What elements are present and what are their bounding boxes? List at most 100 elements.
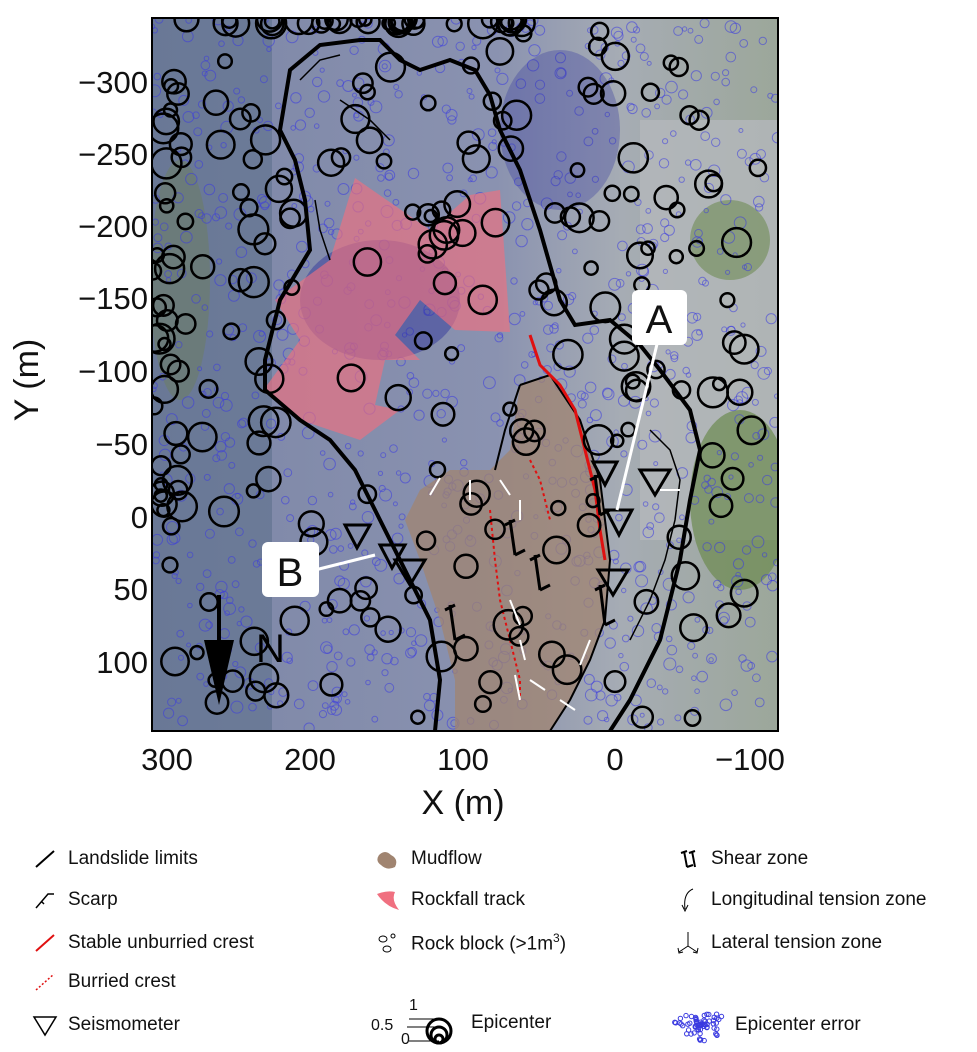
epicenter-error-marker: [203, 681, 209, 687]
epicenter-error-marker: [549, 324, 559, 334]
epicenter-error-marker: [206, 330, 214, 338]
epicenter-error-marker: [468, 93, 475, 100]
epicenter-error-marker: [337, 545, 345, 552]
epicenter-error-marker: [488, 141, 498, 151]
epicenter-error-marker: [678, 176, 685, 183]
epicenter-error-marker: [711, 137, 721, 148]
epicenter-error-marker: [694, 228, 703, 238]
epicenter-error-marker: [407, 646, 418, 657]
epicenter-marker: [512, 605, 534, 627]
epicenter-error-marker: [442, 162, 454, 174]
epicenter-error-marker: [180, 230, 193, 244]
epicenter-marker: [168, 131, 193, 157]
epicenter-marker: [237, 265, 270, 299]
epicenter-error-legend-marker: [697, 1030, 703, 1037]
epicenter-error-legend-marker: [680, 1023, 686, 1029]
epicenter-error-marker: [754, 697, 765, 708]
epicenter-marker: [231, 183, 251, 202]
epicenter-marker: [688, 109, 710, 131]
epicenter-error-marker: [740, 322, 746, 328]
epicenter-error-marker: [591, 175, 600, 183]
epicenter-error-marker: [303, 722, 315, 731]
epicenter-error-marker: [773, 558, 778, 567]
epicenter-error-marker: [582, 332, 594, 344]
epicenter-error-legend-marker: [691, 1030, 697, 1036]
epicenter-error-marker: [152, 551, 161, 559]
epicenter-error-marker: [369, 100, 383, 114]
epicenter-error-legend-marker: [684, 1031, 690, 1037]
svg-text:B: B: [277, 551, 304, 595]
epicenter-error-marker: [393, 84, 400, 90]
epicenter-marker: [748, 158, 768, 178]
epicenter-marker: [315, 18, 334, 30]
epicenter-error-marker: [392, 198, 400, 206]
svg-text:−50: −50: [95, 427, 148, 462]
epicenter-error-marker: [749, 152, 762, 165]
epicenter-error-marker: [757, 428, 770, 441]
epicenter-error-marker: [178, 654, 184, 661]
epicenter-marker: [254, 363, 285, 395]
epicenter-marker: [419, 94, 437, 112]
epicenter-error-marker: [152, 533, 164, 546]
epicenter-error-marker: [714, 541, 726, 554]
epicenter-marker: [212, 18, 239, 37]
epicenter-error-marker: [519, 311, 526, 317]
legend-mudflow: Mudflow: [365, 844, 482, 874]
epicenter-error-marker: [167, 697, 177, 707]
epicenter-marker: [603, 184, 622, 203]
epicenter-error-marker: [751, 398, 759, 406]
epicenter-marker: [430, 401, 456, 427]
epicenter-error-marker: [234, 666, 247, 679]
epicenter-marker: [161, 464, 194, 497]
epicenter-error-marker: [346, 657, 356, 667]
epicenter-error-marker: [201, 408, 211, 418]
epicenter-marker: [189, 644, 205, 661]
epicenter-error-marker: [175, 341, 183, 349]
epicenter-error-marker: [534, 93, 546, 104]
epicenter-error-marker: [717, 611, 730, 624]
epicenter-marker: [528, 279, 550, 301]
epicenter-error-marker: [408, 377, 420, 389]
epicenter-error-legend-marker: [711, 1014, 717, 1021]
epicenter-error-marker: [554, 67, 567, 80]
epicenter-error-marker: [152, 386, 157, 393]
epicenter-error-marker: [583, 136, 594, 147]
epicenter-error-marker: [747, 661, 756, 670]
epicenter-marker: [228, 107, 252, 131]
epicenter-error-marker: [211, 213, 221, 222]
epicenter-error-marker: [543, 324, 554, 335]
epicenter-marker: [152, 455, 172, 477]
epicenter-marker: [205, 129, 236, 160]
epicenter-marker: [625, 241, 655, 270]
svg-text:−100: −100: [78, 354, 148, 389]
epicenter-error-legend-marker: [704, 1011, 710, 1018]
epicenter-error-marker: [447, 115, 457, 125]
epicenter-marker: [552, 338, 584, 371]
epicenter-error-marker: [311, 26, 320, 34]
epicenter-error-marker: [743, 493, 754, 504]
epicenter-marker: [355, 126, 384, 155]
epicenter-marker: [374, 51, 407, 83]
epicenter-error-marker: [735, 391, 749, 404]
epicenter-error-marker: [751, 535, 765, 549]
epicenter-error-marker: [662, 138, 669, 145]
epicenter-marker: [170, 444, 191, 465]
epicenter-error-marker: [152, 84, 162, 98]
epicenter-marker: [153, 252, 186, 285]
epicenter-error-marker: [374, 559, 388, 572]
epicenter-marker: [563, 202, 595, 234]
epicenter-error-marker: [235, 246, 248, 258]
epicenter-error-marker: [469, 174, 478, 183]
epicenter-error-marker: [625, 271, 632, 277]
epicenter-error-marker: [602, 388, 615, 401]
epicenter-error-marker: [381, 63, 388, 70]
epicenter-marker: [255, 465, 282, 493]
epicenter-error-marker: [496, 72, 509, 86]
epicenter-error-marker: [648, 429, 662, 443]
epicenter-error-legend-marker: [713, 1020, 719, 1026]
epicenter-error-marker: [534, 79, 546, 90]
epicenter-error-marker: [185, 18, 193, 24]
epicenter-marker: [152, 107, 181, 136]
epicenter-error-marker: [224, 437, 236, 448]
epicenter-error-marker: [198, 618, 212, 632]
